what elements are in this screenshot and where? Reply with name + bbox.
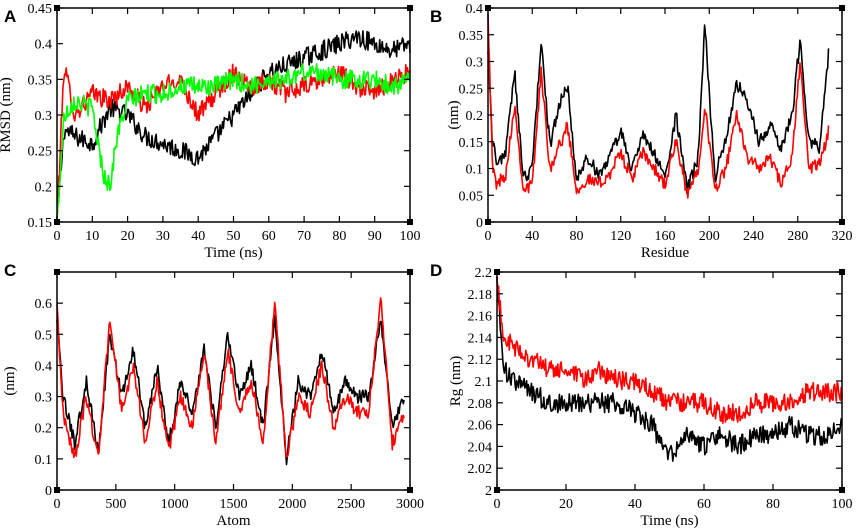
panel-a-ytick-label: 0.35 [28,73,53,88]
panel-c-xtick-label: 1000 [161,497,189,512]
panel-b-ytick-label: 0.25 [459,82,484,97]
panel-a-xtick-label: 10 [85,229,99,244]
panel-c-ytick-label: 0.3 [35,391,53,406]
panel-b-xtick-label: 200 [699,229,720,244]
panel-d-series-red [496,276,843,425]
panel-b-ytick-label: 0.1 [466,163,484,178]
panel-d-xtick-label: 80 [766,497,780,512]
panel-d-ytick-label: 2 [485,484,492,499]
panel-d-xlabel: Time (ns) [640,513,698,529]
panel-d-ytick-label: 2.06 [468,419,493,434]
panel-d-frame [496,271,843,491]
panel-b-letter: B [430,7,442,26]
panel-b-series-black [487,24,830,195]
panel-b-ytick-label: 0.3 [466,56,484,71]
panel-d-xtick-label: 20 [559,497,573,512]
panel-a-xtick-label: 60 [262,229,276,244]
panel-b-xtick-label: 160 [655,229,676,244]
panel-d-ytick-label: 2.18 [468,288,493,303]
panel-d-ytick-label: 2.2 [475,266,493,281]
panel-d-ytick-label: 2.12 [468,353,493,368]
panel-a-ytick-label: 0.3 [35,109,53,124]
panel-a-xtick-label: 0 [54,229,61,244]
panel-a-series-black [56,30,411,220]
panel-c-ylabel: (nm) [2,366,18,395]
panel-b-ytick-label: 0 [476,216,483,231]
panel-d-ylabel: Rg (nm) [448,356,464,406]
panel-a-xtick-label: 70 [297,229,311,244]
panel-b-xtick-label: 120 [610,229,631,244]
panel-d-xtick-label: 40 [628,497,642,512]
panel-c-ytick-label: 0 [45,484,52,499]
panel-b-ytick-label: 0.35 [459,29,484,44]
panel-d-letter: D [430,261,442,280]
panel-a-ytick-label: 0.2 [35,180,53,195]
panel-a-letter: A [4,7,16,26]
panel-b-xtick-label: 240 [743,229,764,244]
panel-b-ylabel: (nm) [446,100,462,129]
panel-a-ytick-label: 0.4 [35,38,53,53]
panel-c-ytick-label: 0.4 [35,359,53,374]
panel-b-ytick-label: 0.15 [459,136,484,151]
panel-b-xtick-label: 40 [525,229,539,244]
panel-c-xtick-label: 3000 [396,497,424,512]
panel-b-xlabel: Residue [641,245,690,261]
panel-a-xtick-label: 40 [191,229,205,244]
panel-a-series-green [56,63,411,220]
panel-a-xtick-label: 20 [121,229,135,244]
panel-a-xtick-label: 100 [400,229,421,244]
panel-c-ytick-label: 0.5 [35,328,53,343]
panel-d-ytick-label: 2.16 [468,310,493,325]
panel-a-xtick-label: 80 [332,229,346,244]
panel-c-xtick-label: 500 [105,497,126,512]
panel-d-ytick-label: 2.1 [475,375,493,390]
panel-a-ylabel: RMSD (nm) [0,77,14,152]
panel-b-ytick-label: 0.4 [466,2,484,17]
panel-d-xtick-label: 60 [697,497,711,512]
panel-b-frame [487,7,843,223]
panel-a-xtick-label: 30 [156,229,170,244]
panel-c-xtick-label: 1500 [220,497,248,512]
panel-b-xtick-label: 280 [787,229,808,244]
panel-d-series-black [496,277,843,463]
panel-d-ytick-label: 2.14 [468,331,493,346]
panel-d-xtick-label: 100 [832,497,853,512]
panel-d-ytick-label: 2.04 [468,440,493,455]
panel-b-xtick-label: 80 [570,229,584,244]
panel-a-ytick-label: 0.15 [28,216,53,231]
panel-c-xtick-label: 2500 [337,497,365,512]
panel-c-xlabel: Atom [216,513,251,529]
panel-c-letter: C [4,261,16,280]
panel-b-xtick-label: 0 [485,229,492,244]
panel-d-xtick-label: 0 [494,497,501,512]
panel-a-xtick-label: 90 [368,229,382,244]
panel-c-series-red [56,297,405,459]
panel-b-ytick-label: 0.05 [459,189,484,204]
panel-d-ytick-label: 2.08 [468,397,493,412]
panel-c-xtick-label: 2000 [278,497,306,512]
panel-c-ytick-label: 0.6 [35,297,53,312]
panel-c-ytick-label: 0.2 [35,422,53,437]
panel-a-ytick-label: 0.45 [28,2,53,17]
panel-d-ytick-label: 2.02 [468,462,493,477]
panel-b-series-red [487,14,830,199]
panel-a-xtick-label: 50 [227,229,241,244]
panel-a-ytick-label: 0.25 [28,145,53,160]
panel-b-xtick-label: 320 [832,229,853,244]
panel-a-xlabel: Time (ns) [204,245,262,261]
panel-c-xtick-label: 0 [54,497,61,512]
panel-c-ytick-label: 0.1 [35,453,53,468]
panel-b-ytick-label: 0.2 [466,109,484,124]
